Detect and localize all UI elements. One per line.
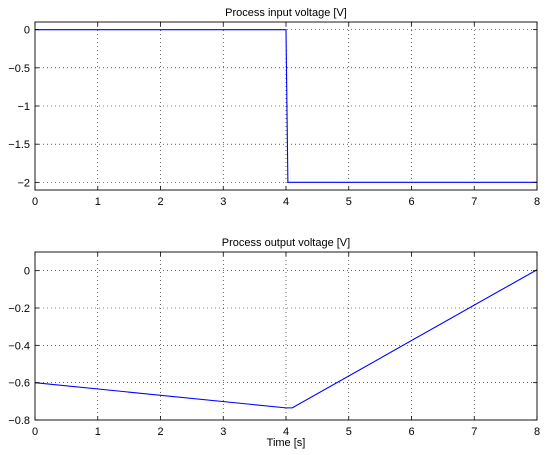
input-x-tick-label: 5	[346, 196, 352, 208]
output-x-tick-label: 0	[32, 426, 38, 438]
output-x-tick-label: 2	[157, 426, 163, 438]
output-voltage-plot: Process output voltage [V] Time [s] 0 1 2 3…	[8, 237, 540, 449]
output-x-tick-label: 8	[534, 426, 540, 438]
input-y-tick-label: −1.5	[8, 139, 30, 151]
input-x-tick-label: 3	[220, 196, 226, 208]
output-y-tick-label: −0.2	[8, 303, 30, 315]
output-x-tick-label: 5	[346, 426, 352, 438]
input-y-tick-label: −1	[17, 101, 30, 113]
output-y-tick-label: −0.8	[8, 415, 30, 427]
input-y-tick-label: 0	[24, 25, 30, 37]
output-plot-title: Process output voltage [V]	[222, 237, 350, 249]
input-x-tick-label: 8	[534, 196, 540, 208]
output-y-tick-label: −0.4	[8, 340, 30, 352]
output-x-tick-label: 3	[220, 426, 226, 438]
output-y-tick-label: −0.6	[8, 378, 30, 390]
x-axis-label: Time [s]	[267, 437, 306, 449]
output-y-tick-label: 0	[24, 266, 30, 278]
input-x-tick-label: 2	[157, 196, 163, 208]
output-x-tick-label: 1	[95, 426, 101, 438]
input-x-tick-label: 6	[408, 196, 414, 208]
input-y-tick-label: −0.5	[8, 63, 30, 75]
output-x-tick-label: 6	[408, 426, 414, 438]
input-voltage-line	[35, 29, 537, 183]
input-x-tick-label: 7	[471, 196, 477, 208]
input-x-tick-label: 1	[95, 196, 101, 208]
input-plot-title: Process input voltage [V]	[225, 7, 347, 19]
output-voltage-line	[34, 269, 538, 409]
output-x-tick-label: 4	[283, 426, 289, 438]
input-x-tick-label: 4	[283, 196, 289, 208]
input-y-tick-label: −2	[17, 177, 30, 189]
input-voltage-plot: Process input voltage [V] 0 1 2 3 4 5 6 7 8 0 −0.5…	[8, 7, 540, 208]
output-x-tick-label: 7	[471, 426, 477, 438]
input-x-tick-label: 0	[32, 196, 38, 208]
